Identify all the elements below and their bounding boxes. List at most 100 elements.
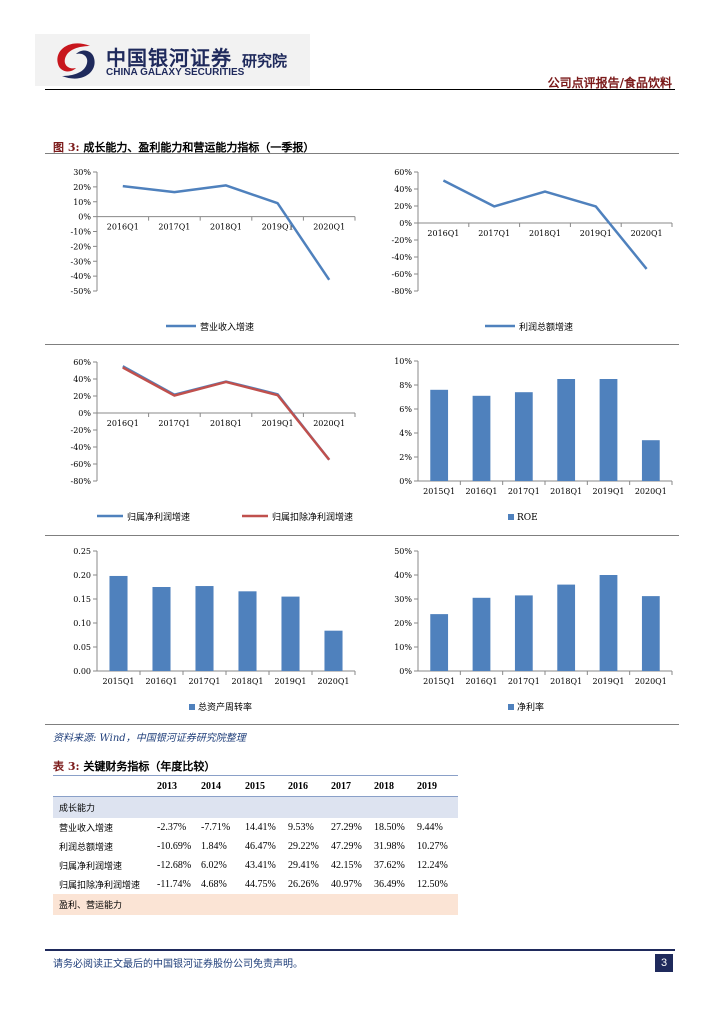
footer-disclaimer: 请务必阅读正文最后的中国银河证券股份公司免责声明。 bbox=[53, 959, 303, 970]
y-tick-label: -80% bbox=[71, 477, 92, 486]
table-cell: 37.62% bbox=[374, 860, 405, 871]
x-tick-label: 2019Q1 bbox=[262, 419, 294, 428]
table-label: 表 3: bbox=[53, 760, 80, 773]
table-cell: 10.27% bbox=[417, 841, 448, 852]
bar bbox=[472, 395, 491, 481]
year-header: 2014 bbox=[197, 775, 241, 797]
y-tick-label: 40% bbox=[73, 375, 91, 384]
y-tick-label: 0.25 bbox=[73, 547, 91, 556]
x-tick-label: 2018Q1 bbox=[550, 487, 582, 496]
y-tick-label: 20% bbox=[394, 619, 412, 628]
y-tick-label: 30% bbox=[394, 595, 412, 604]
x-tick-label: 2019Q1 bbox=[262, 223, 294, 232]
y-tick-label: 20% bbox=[394, 202, 412, 211]
y-tick-label: 60% bbox=[73, 358, 91, 367]
y-tick-label: 0.10 bbox=[73, 619, 91, 628]
year-header: 2015 bbox=[241, 775, 284, 797]
table-cell: -11.74% bbox=[157, 879, 191, 890]
bar bbox=[514, 595, 533, 671]
y-tick-label: 0% bbox=[78, 409, 91, 418]
y-tick-label: -20% bbox=[71, 426, 92, 435]
bar bbox=[430, 389, 449, 481]
bar bbox=[152, 587, 171, 671]
bar bbox=[599, 379, 618, 481]
figure-label: 图 3: bbox=[53, 141, 80, 154]
table-cell: -7.71% bbox=[201, 822, 231, 833]
legend-label: ROE bbox=[517, 513, 538, 523]
y-tick-label: -40% bbox=[71, 443, 92, 452]
x-tick-label: 2020Q1 bbox=[635, 677, 667, 686]
x-tick-label: 2016Q1 bbox=[427, 229, 459, 238]
x-tick-label: 2019Q1 bbox=[580, 229, 612, 238]
table-cell: 43.41% bbox=[245, 860, 276, 871]
y-tick-label: -40% bbox=[392, 253, 413, 262]
y-tick-label: 2% bbox=[399, 453, 412, 462]
y-tick-label: -60% bbox=[71, 460, 92, 469]
x-tick-label: 2015Q1 bbox=[423, 677, 455, 686]
y-tick-label: -10% bbox=[71, 228, 92, 237]
galaxy-logo-icon bbox=[57, 43, 95, 79]
table-cell: 9.53% bbox=[288, 822, 314, 833]
figure-source: 资料来源: Wind，中国银河证券研究院整理 bbox=[53, 733, 246, 744]
revenue-growth-chart: 30% 20% 10% 0% -10% -20% -30% -40% -50% 2016Q1 201… bbox=[71, 168, 356, 333]
y-tick-label: -40% bbox=[71, 272, 92, 281]
y-tick-label: 50% bbox=[394, 547, 412, 556]
row-label: 营业收入增速 bbox=[59, 824, 114, 834]
y-tick-label: 30% bbox=[73, 168, 91, 177]
section-row: 成长能力 bbox=[53, 796, 458, 818]
bar bbox=[430, 614, 449, 671]
series-line bbox=[122, 184, 331, 281]
header-rule bbox=[45, 89, 675, 90]
figure-title: 图 3: 成长能力、盈利能力和营运能力指标（一季报） bbox=[53, 139, 314, 155]
y-tick-label: 0% bbox=[399, 219, 412, 228]
x-tick-label: 2015Q1 bbox=[102, 677, 134, 686]
y-tick-label: -20% bbox=[71, 242, 92, 251]
figure-row-rule-2 bbox=[45, 535, 679, 536]
legend-label: 净利率 bbox=[517, 701, 544, 713]
x-tick-label: 2018Q1 bbox=[550, 677, 582, 686]
x-tick-label: 2016Q1 bbox=[145, 677, 177, 686]
bar bbox=[472, 597, 491, 671]
y-tick-label: 20% bbox=[73, 183, 91, 192]
table-cell: -10.69% bbox=[157, 841, 192, 852]
x-tick-label: 2020Q1 bbox=[313, 223, 345, 232]
table-cell: 1.84% bbox=[201, 841, 227, 852]
bar bbox=[195, 586, 214, 671]
y-tick-label: -50% bbox=[71, 287, 92, 296]
x-tick-label: 2019Q1 bbox=[274, 677, 306, 686]
table-cell: 31.98% bbox=[374, 841, 405, 852]
legend-swatch bbox=[508, 514, 514, 520]
legend-label: 归属净利润增速 bbox=[127, 511, 190, 523]
x-tick-label: 2020Q1 bbox=[317, 677, 349, 686]
x-tick-label: 2016Q1 bbox=[465, 487, 497, 496]
bar bbox=[641, 596, 660, 671]
table-cell: 27.29% bbox=[331, 822, 362, 833]
row-label: 归属净利润增速 bbox=[59, 862, 123, 872]
year-header: 2013 bbox=[153, 775, 197, 797]
logo-institute: 研究院 bbox=[242, 52, 288, 70]
table-cell: 14.41% bbox=[245, 822, 276, 833]
x-tick-label: 2018Q1 bbox=[210, 223, 242, 232]
series-line bbox=[442, 179, 648, 270]
table-row: 利润总额增速 -10.69% 1.84% 46.47% 29.22% 47.29… bbox=[53, 837, 458, 856]
table-cell: 47.29% bbox=[331, 841, 362, 852]
table-title-text: 关键财务指标（年度比较） bbox=[83, 760, 216, 773]
x-tick-label: 2016Q1 bbox=[107, 419, 139, 428]
year-header: 2018 bbox=[370, 775, 413, 797]
year-header: 2019 bbox=[413, 775, 458, 797]
bar bbox=[109, 575, 128, 671]
section-label: 盈利、营运能力 bbox=[53, 894, 153, 915]
x-tick-label: 2016Q1 bbox=[107, 223, 139, 232]
series-line bbox=[122, 366, 331, 461]
y-tick-label: 4% bbox=[399, 429, 412, 438]
table-cell: 46.47% bbox=[245, 841, 276, 852]
legend-swatch bbox=[189, 704, 195, 710]
year-header: 2016 bbox=[284, 775, 327, 797]
table-cell: -12.68% bbox=[157, 860, 192, 871]
y-tick-label: 10% bbox=[394, 357, 412, 366]
x-tick-label: 2020Q1 bbox=[635, 487, 667, 496]
legend-swatch bbox=[508, 704, 514, 710]
bar bbox=[514, 392, 533, 481]
x-tick-label: 2017Q1 bbox=[508, 677, 540, 686]
profit-growth-chart: 60% 40% 20% 0% -20% -40% -60% -80% 2016Q1 2017Q1 2… bbox=[392, 168, 673, 333]
